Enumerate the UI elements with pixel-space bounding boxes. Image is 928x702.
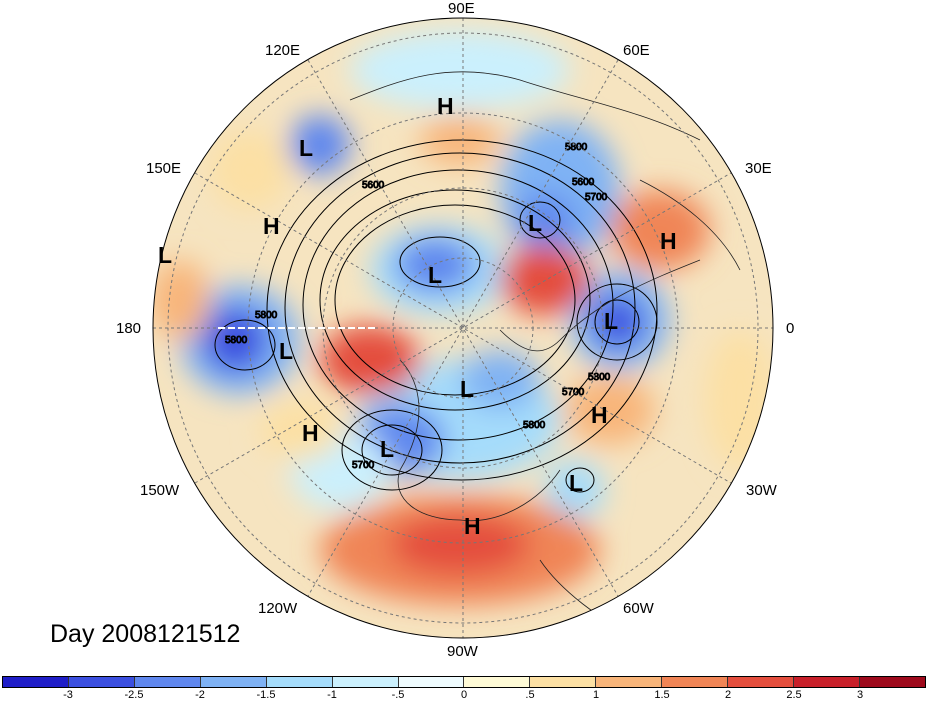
lon-label-0: 0	[786, 320, 795, 337]
svg-text:5600: 5600	[362, 180, 385, 191]
low-pressure-center: L	[604, 308, 619, 334]
colorbar-swatch	[68, 677, 135, 687]
colorbar-swatch	[3, 677, 69, 687]
map-boundary	[152, 17, 774, 639]
high-pressure-center: H	[660, 228, 677, 254]
day-title: Day 2008121512	[50, 620, 241, 648]
colorbar-tick-label: -1.5	[256, 689, 276, 701]
lon-label-180: 180	[116, 320, 142, 337]
svg-text:5800: 5800	[225, 335, 248, 346]
svg-text:5700: 5700	[585, 192, 608, 203]
low-pressure-center: L	[460, 376, 475, 402]
lon-label-120e: 120E	[265, 42, 301, 59]
colorbar-swatch	[266, 677, 333, 687]
colorbar-swatch	[728, 677, 795, 687]
svg-text:5800: 5800	[255, 310, 278, 321]
colorbar-swatch	[530, 677, 597, 687]
colorbar-swatch	[596, 677, 663, 687]
low-pressure-center: L	[380, 436, 395, 462]
svg-text:5800: 5800	[588, 372, 611, 383]
colorbar-swatch	[200, 677, 267, 687]
svg-text:5800: 5800	[565, 142, 588, 153]
high-pressure-center: H	[591, 402, 608, 428]
lon-label-60w: 60W	[623, 600, 654, 617]
svg-text:5800: 5800	[523, 420, 546, 431]
lon-label-30w: 30W	[746, 482, 777, 499]
colorbar-swatch	[134, 677, 201, 687]
colorbar-tick-label: -.5	[391, 689, 405, 701]
colorbar-tick-label: -2.5	[124, 689, 144, 701]
lon-label-150w: 150W	[140, 482, 180, 499]
colorbar-swatch	[464, 677, 531, 687]
high-pressure-center: H	[302, 420, 319, 446]
low-pressure-center: L	[569, 470, 584, 496]
low-pressure-center: L	[279, 338, 294, 364]
low-pressure-center: L	[528, 210, 543, 236]
coastlines	[349, 71, 741, 638]
anomaly-field	[153, 18, 773, 638]
high-pressure-center: H	[437, 93, 454, 119]
high-pressure-center: H	[263, 213, 280, 239]
svg-text:5700: 5700	[352, 460, 375, 471]
colorbar-tick-label: 2.5	[786, 689, 802, 701]
colorbar-tick-label: 0	[460, 689, 468, 701]
colorbar-tick-label: 1	[592, 689, 600, 701]
colorbar-tick-label: -1	[327, 689, 337, 701]
low-pressure-center: L	[299, 135, 314, 161]
colorbar-tick-label: 1.5	[654, 689, 670, 701]
lon-label-150e: 150E	[146, 160, 182, 177]
colorbar	[2, 676, 926, 688]
lon-label-60e: 60E	[623, 42, 650, 59]
low-pressure-center: L	[428, 262, 443, 288]
colorbar-tick-label: -2	[195, 689, 205, 701]
lon-label-90w: 90W	[447, 643, 478, 660]
colorbar-tick-label: 2	[724, 689, 732, 701]
lon-label-120w: 120W	[258, 600, 298, 617]
colorbar-swatch	[398, 677, 465, 687]
svg-text:5600: 5600	[572, 177, 595, 188]
lon-label-90e: 90E	[448, 0, 475, 17]
colorbar-tick-label: -3	[63, 689, 73, 701]
colorbar-swatch	[662, 677, 729, 687]
colorbar-tick-label: .5	[525, 689, 535, 701]
colorbar-swatch	[794, 677, 860, 687]
colorbar-swatch	[859, 677, 925, 687]
colorbar-swatch	[332, 677, 399, 687]
height-contours: 5800 5700 5600 5800 5600 5800 5700 5800 …	[214, 139, 658, 493]
high-pressure-center: H	[464, 513, 481, 539]
lon-label-30e: 30E	[745, 160, 772, 177]
low-pressure-center: L	[158, 242, 173, 268]
colorbar-tick-label: 3	[856, 689, 864, 701]
